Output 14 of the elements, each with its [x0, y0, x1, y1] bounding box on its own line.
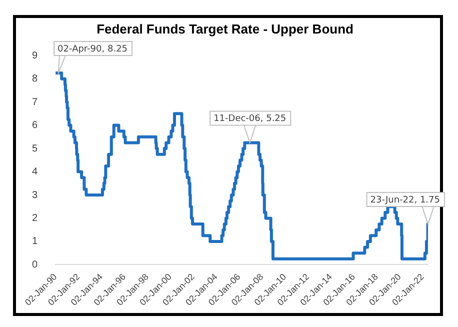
y-tick-label: 6 — [32, 120, 38, 132]
annotation: 11-Dec-06, 5.25 — [214, 114, 286, 124]
y-tick-label: 0 — [32, 259, 38, 270]
y-tick-label: 9 — [32, 50, 38, 62]
y-tick-label: 3 — [32, 190, 38, 201]
y-tick-label: 7 — [32, 96, 38, 108]
annotation: 23-Jun-22, 1.75 — [370, 195, 440, 206]
annotation: 02-Apr-90, 8.25 — [58, 44, 128, 54]
y-tick-label: 4 — [32, 166, 38, 178]
chart-title: Federal Funds Target Rate - Upper Bound — [96, 21, 354, 36]
y-tick-label: 8 — [32, 74, 38, 85]
y-tick-label: 1 — [32, 236, 38, 248]
y-tick-label: 2 — [32, 212, 38, 224]
y-tick-label: 5 — [32, 143, 38, 154]
